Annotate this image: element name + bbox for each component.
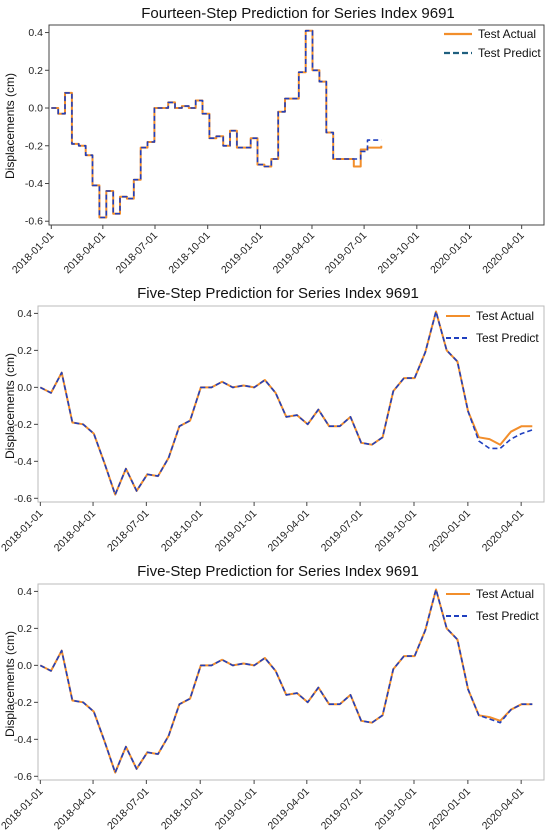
x-tick-label: 2019-04-01 (265, 508, 312, 555)
legend: Test Actual Test Predict (446, 587, 539, 623)
chart-panel-five-step-a: Five-Step Prediction for Series Index 96… (0, 280, 550, 556)
legend-label-predict: Test Predict (476, 331, 539, 345)
axis-ticks: 0.4 0.2 0.0 -0.2 -0.4 -0.6 2018-01-01 2018-04-0… (10, 27, 527, 276)
chart-title: Five-Step Prediction for Series Index 96… (137, 285, 419, 302)
y-tick-label: 0.2 (17, 623, 32, 635)
y-tick-label: -0.6 (14, 493, 32, 505)
y-tick-label: 0.2 (17, 345, 32, 357)
x-tick-label: 2019-04-01 (265, 786, 312, 833)
y-tick-label: -0.2 (14, 697, 32, 709)
series-line-test-predict (39, 588, 533, 774)
x-tick-label: 2019-10-01 (373, 508, 420, 555)
x-tick-label: 2018-07-01 (114, 230, 161, 277)
legend-label-actual: Test Actual (478, 27, 536, 41)
x-tick-label: 2020-01-01 (428, 230, 475, 277)
x-tick-label: 2020-01-01 (427, 508, 474, 555)
axis-ticks: 0.4 0.2 0.0 -0.2 -0.4 -0.6 2018-01-01 2018-04-0… (0, 308, 526, 554)
x-tick-label: 2019-07-01 (323, 230, 370, 277)
y-axis-label: Displacements (cm) (3, 73, 17, 179)
y-tick-label: 0.0 (17, 660, 32, 672)
x-tick-label: 2019-07-01 (319, 786, 366, 833)
x-tick-label: 2020-04-01 (480, 786, 527, 833)
y-tick-label: 0.4 (17, 586, 32, 598)
series-line-test-predict (39, 310, 533, 496)
y-tick-label: -0.6 (14, 771, 32, 783)
chart-panel-fourteen-step: Fourteen-Step Prediction for Series Inde… (0, 0, 550, 278)
x-tick-label: 2018-10-01 (166, 230, 213, 277)
x-tick-label: 2019-10-01 (373, 786, 420, 833)
series-lines (39, 310, 533, 496)
x-tick-label: 2020-04-01 (480, 230, 527, 277)
chart-five-step-a: Five-Step Prediction for Series Index 96… (0, 285, 545, 554)
plot-frame (37, 583, 545, 781)
y-tick-label: 0.4 (17, 308, 32, 320)
x-tick-label: 2020-01-01 (427, 786, 474, 833)
y-tick-label: -0.4 (14, 456, 32, 468)
series-lines (51, 29, 383, 219)
y-tick-label: -0.2 (14, 419, 32, 431)
y-tick-label: -0.6 (25, 216, 43, 228)
y-tick-label: -0.4 (14, 734, 32, 746)
y-axis-label: Displacements (cm) (3, 631, 17, 737)
x-tick-label: 2018-07-01 (105, 508, 152, 555)
x-tick-label: 2019-10-01 (375, 230, 422, 277)
x-tick-label: 2018-01-01 (0, 786, 46, 833)
x-tick-label: 2018-04-01 (62, 230, 109, 277)
y-axis-label: Displacements (cm) (3, 353, 17, 459)
legend: Test Actual Test Predict (446, 309, 539, 345)
y-tick-label: -0.2 (25, 140, 43, 152)
x-tick-label: 2019-01-01 (219, 230, 266, 277)
x-tick-label: 2018-07-01 (105, 786, 152, 833)
x-tick-label: 2019-01-01 (213, 508, 260, 555)
series-lines (39, 588, 533, 774)
y-tick-label: 0.0 (17, 382, 32, 394)
x-tick-label: 2019-01-01 (213, 786, 260, 833)
y-tick-label: 0.2 (28, 65, 43, 77)
x-tick-label: 2018-04-01 (52, 786, 99, 833)
x-tick-label: 2019-04-01 (271, 230, 318, 277)
x-tick-label: 2020-04-01 (480, 508, 527, 555)
chart-five-step-b: Five-Step Prediction for Series Index 96… (0, 563, 545, 832)
x-tick-label: 2018-10-01 (159, 786, 206, 833)
legend-label-actual: Test Actual (476, 587, 534, 601)
legend-label-predict: Test Predict (476, 609, 539, 623)
chart-fourteen-step: Fourteen-Step Prediction for Series Inde… (3, 5, 545, 276)
legend-label-predict: Test Predict (478, 46, 541, 60)
chart-title: Five-Step Prediction for Series Index 96… (137, 563, 419, 580)
plot-frame (48, 24, 545, 226)
y-tick-label: -0.4 (25, 178, 43, 190)
plot-frame (37, 305, 545, 503)
chart-panel-five-step-b: Five-Step Prediction for Series Index 96… (0, 558, 550, 834)
y-tick-label: 0.0 (28, 103, 43, 115)
series-line-test-predict (51, 29, 382, 219)
legend: Test Actual Test Predict (444, 27, 541, 60)
axis-ticks: 0.4 0.2 0.0 -0.2 -0.4 -0.6 2018-01-01 2018-04-0… (0, 586, 526, 832)
series-line-test-actual (51, 29, 383, 219)
x-tick-label: 2018-01-01 (0, 508, 46, 555)
x-tick-label: 2018-04-01 (52, 508, 99, 555)
chart-title: Fourteen-Step Prediction for Series Inde… (141, 5, 455, 22)
y-tick-label: 0.4 (28, 27, 43, 39)
x-tick-label: 2018-10-01 (159, 508, 206, 555)
x-tick-label: 2019-07-01 (319, 508, 366, 555)
x-tick-label: 2018-01-01 (10, 230, 57, 277)
legend-label-actual: Test Actual (476, 309, 534, 323)
